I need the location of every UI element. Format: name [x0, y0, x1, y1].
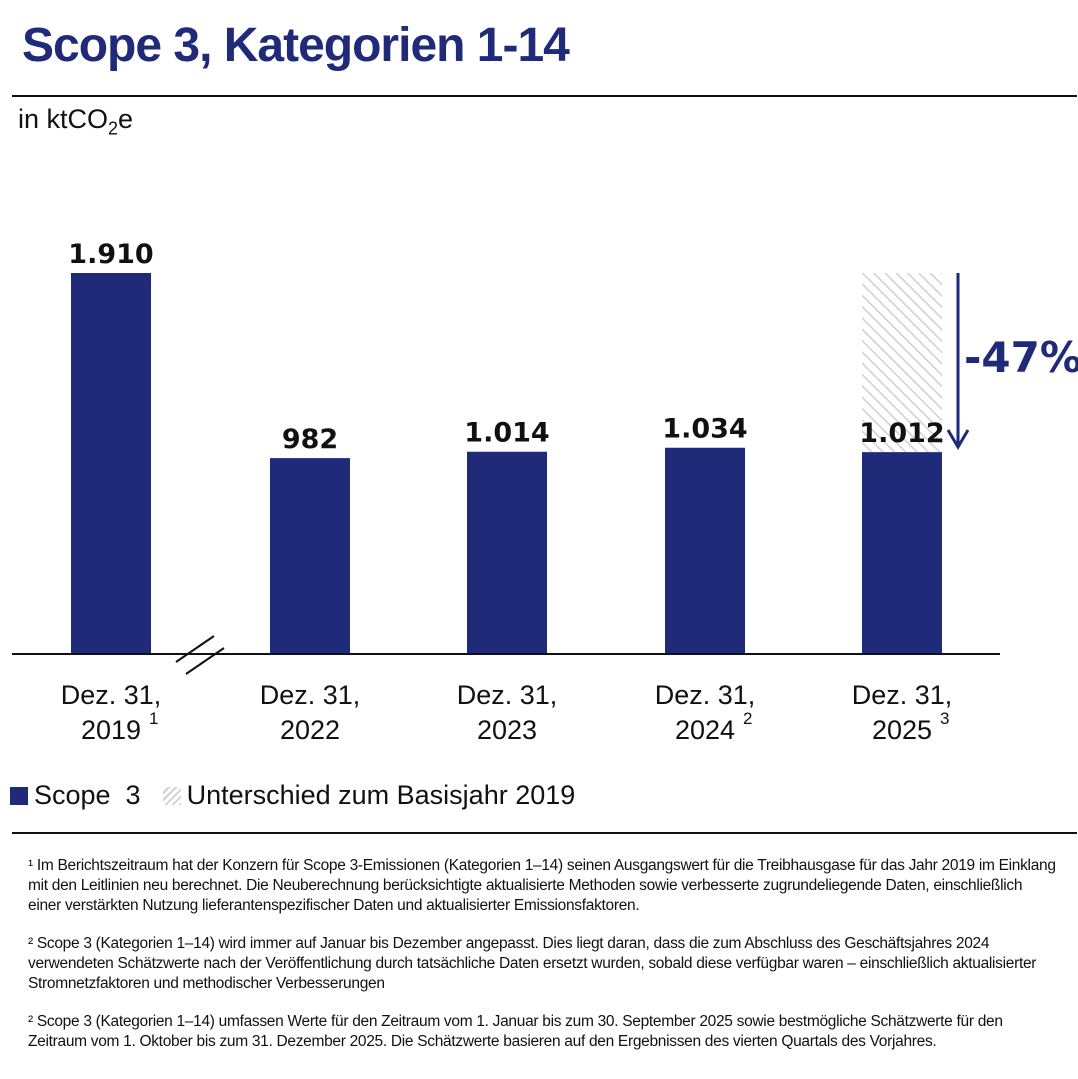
value-label: 1.910	[68, 239, 153, 270]
bar-2023	[467, 451, 547, 654]
x-tick-label-year: 2024	[675, 715, 735, 745]
footnote-2: ² Scope 3 (Kategorien 1–14) wird immer a…	[28, 935, 1037, 992]
x-tick-label: Dez. 31,	[655, 680, 756, 710]
bar-2022	[270, 458, 350, 654]
value-label: 1.012	[859, 418, 944, 449]
x-tick-label-year: 2023	[477, 715, 537, 745]
footnotes: ¹ Im Berichtszeitraum hat der Konzern fü…	[28, 856, 1058, 1070]
x-tick-label-year: 2025	[872, 715, 932, 745]
bar-chart: 1.910 Dez. 31, 2019 1 982 Dez. 31, 2022 1.014 De…	[12, 239, 1078, 745]
x-tick-label: Dez. 31,	[61, 680, 162, 710]
value-label: 1.014	[464, 418, 549, 449]
value-label: 1.034	[662, 414, 747, 445]
bar-2025	[862, 452, 942, 654]
value-label: 982	[282, 424, 338, 455]
unit-label: in ktCO2e	[18, 104, 134, 139]
x-tick-footnote: 2	[743, 709, 752, 728]
x-tick-footnote: 3	[940, 709, 949, 728]
axis-break-mark	[185, 647, 225, 675]
title-divider	[12, 95, 1077, 97]
bar-2019	[71, 273, 151, 654]
legend-swatch-difference	[162, 786, 181, 805]
axis-break-mark	[175, 635, 215, 663]
legend-swatch-scope3	[10, 786, 28, 805]
legend-divider	[12, 832, 1077, 834]
legend-label-difference: Unterschied zum Basisjahr 2019	[186, 780, 576, 810]
reduction-arrowhead	[946, 429, 970, 450]
x-tick-label-year: 2022	[280, 715, 340, 745]
page-title: Scope 3, Kategorien 1-14	[22, 19, 570, 72]
x-tick-label: Dez. 31,	[457, 680, 558, 710]
x-tick-label: Dez. 31,	[852, 680, 953, 710]
legend-label-scope3: Scope 3	[34, 780, 141, 810]
bar-2024	[665, 447, 745, 654]
footnote-1: ¹ Im Berichtszeitraum hat der Konzern fü…	[28, 857, 1056, 914]
reduction-label: -47%	[964, 333, 1078, 382]
x-tick-label-year: 2019	[81, 715, 141, 745]
x-tick-footnote: 1	[149, 709, 158, 728]
legend: Scope 3 Unterschied zum Basisjahr 2019	[10, 780, 575, 811]
x-tick-label: Dez. 31,	[260, 680, 361, 710]
footnote-3: ² Scope 3 (Kategorien 1–14) umfassen Wer…	[28, 1013, 1003, 1050]
difference-hatch	[862, 273, 942, 453]
